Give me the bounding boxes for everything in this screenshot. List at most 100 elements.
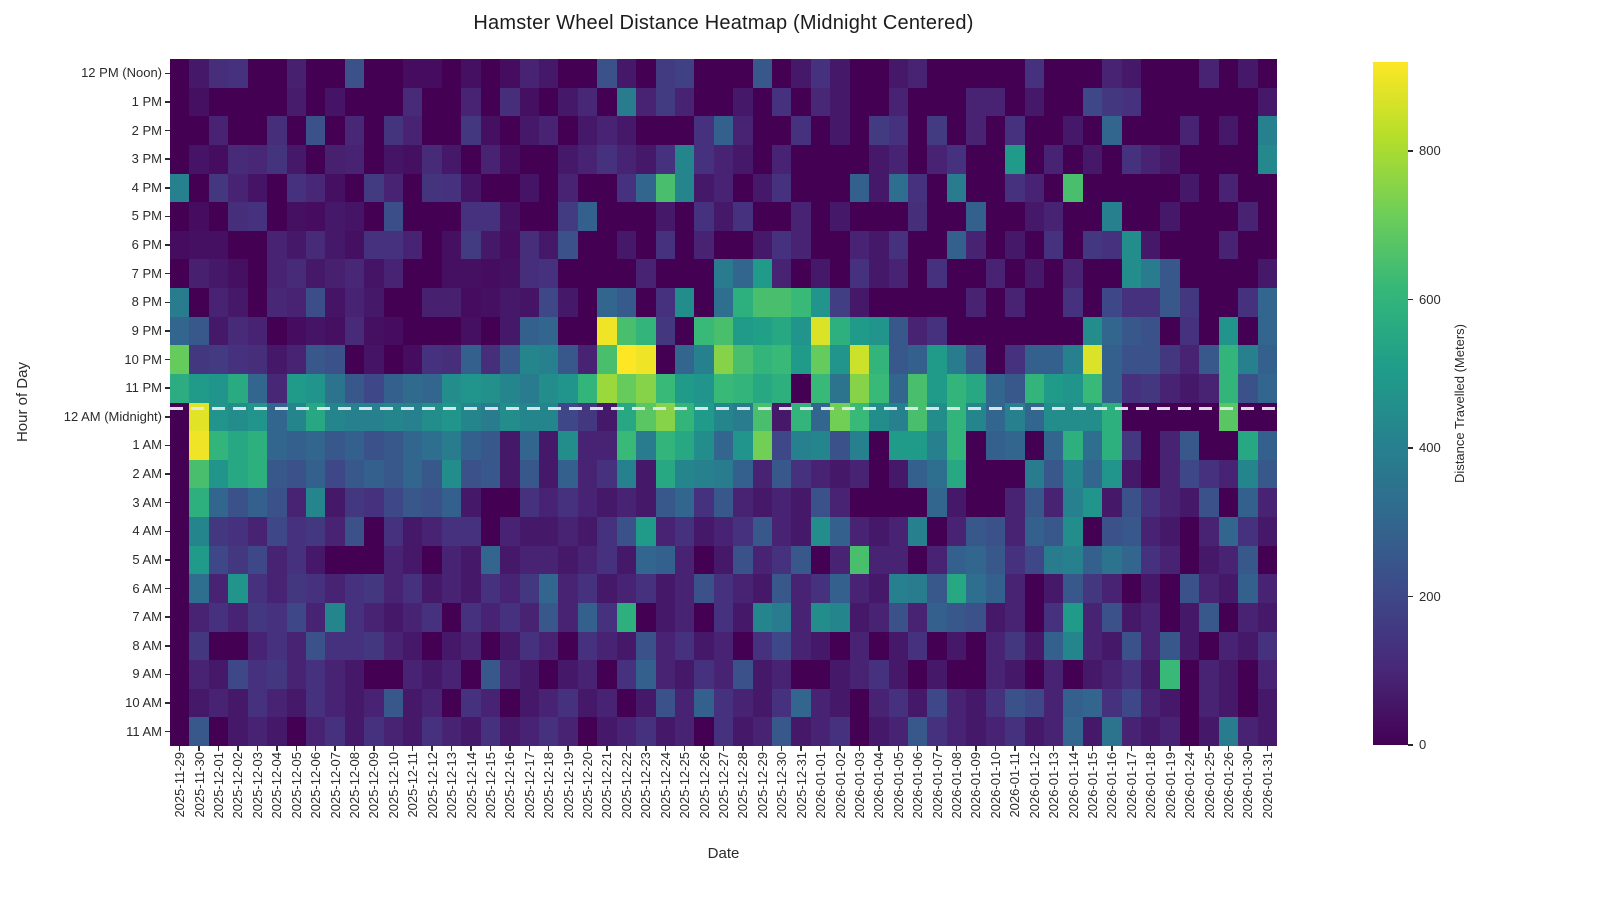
heatmap-cell [772,660,792,689]
heatmap-cell [364,517,384,546]
heatmap-cell [1257,717,1277,746]
x-tick-label: 2026-01-09 [968,752,984,819]
heatmap-cell [597,545,617,575]
heatmap-cell [500,402,520,432]
heatmap-cell [208,173,229,203]
heatmap-cell [519,373,539,403]
heatmap-cell [267,144,287,174]
heatmap-cell [1063,574,1083,603]
heatmap-cell [1005,660,1025,689]
x-tick-label: 2026-01-14 [1065,752,1081,819]
heatmap-cell [519,59,539,88]
x-tick-label: 2025-12-18 [541,752,557,819]
heatmap-cell [325,660,345,689]
heatmap-cell [888,316,908,346]
heatmap-cell [1141,431,1161,460]
heatmap-cell [1102,230,1122,260]
heatmap-cell [830,316,850,346]
heatmap-cell [519,574,539,603]
heatmap-cell [1024,259,1044,288]
heatmap-cell [1238,59,1258,88]
heatmap-cell [344,316,365,346]
heatmap-cell [1179,431,1200,460]
heatmap-cell [577,144,598,174]
x-tick-mark [548,746,550,751]
heatmap-cell [946,517,967,546]
heatmap-cell [966,688,986,718]
heatmap-cell [1024,402,1044,432]
x-tick-mark [858,746,861,751]
y-tick-label: 6 PM [131,237,162,253]
heatmap-cell [422,545,442,575]
heatmap-cell [403,402,423,432]
heatmap-cell [772,402,792,432]
heatmap-cell [1082,517,1103,546]
heatmap-cell [946,59,967,88]
heatmap-cell [539,431,559,460]
heatmap-cell [1238,517,1258,546]
x-tick-mark [431,746,433,751]
heatmap-cell [1043,259,1064,288]
heatmap-cell [1121,631,1142,661]
heatmap-cell [558,373,578,403]
heatmap-cell [461,116,481,145]
heatmap-cell [383,688,404,718]
heatmap-cell [403,173,423,203]
heatmap-cell [733,259,753,288]
heatmap-cell [441,574,462,603]
heatmap-cell [752,202,773,231]
heatmap-cell [1257,631,1277,661]
heatmap-cell [1005,488,1025,517]
heatmap-cell [247,574,268,603]
heatmap-cell [752,402,773,432]
y-tick-label: 9 AM [132,666,162,682]
heatmap-cell [1179,545,1200,575]
heatmap-cell [674,59,695,88]
x-tick-mark [917,746,919,751]
heatmap-cell [539,173,559,203]
y-tick-mark [165,215,170,218]
heatmap-cell [694,517,714,546]
heatmap-cell [946,488,967,517]
heatmap-cell [500,373,520,403]
heatmap-cell [772,545,792,575]
heatmap-cell [927,517,947,546]
heatmap-cell [1063,202,1083,231]
heatmap-cell [344,660,365,689]
heatmap-cell [655,517,675,546]
heatmap-cell [655,574,675,603]
heatmap-cell [752,459,773,489]
heatmap-cell [1082,259,1103,288]
heatmap-cell [189,688,209,718]
heatmap-cell [1141,660,1161,689]
heatmap-cell [1024,87,1044,117]
heatmap-cell [733,144,753,174]
heatmap-cell [519,173,539,203]
heatmap-cell [422,574,442,603]
heatmap-cell [1043,688,1064,718]
heatmap-cell [830,59,850,88]
heatmap-cell [500,116,520,145]
heatmap-cell [946,602,967,632]
heatmap-cell [791,688,811,718]
heatmap-cell [616,345,637,374]
heatmap-cell [189,345,209,374]
heatmap-cell [752,173,773,203]
heatmap-cell [344,459,365,489]
heatmap-cell [1024,631,1044,661]
heatmap-cell [1005,431,1025,460]
heatmap-cell [364,373,384,403]
heatmap-cell [305,173,326,203]
heatmap-cell [208,431,229,460]
heatmap-cell [267,116,287,145]
heatmap-cell [616,144,637,174]
heatmap-cell [966,459,986,489]
heatmap-cell [519,431,539,460]
heatmap-cell [1005,602,1025,632]
heatmap-cell [286,688,306,718]
heatmap-cell [1141,259,1161,288]
heatmap-cell [267,717,287,746]
heatmap-cell [849,259,870,288]
heatmap-cell [383,545,404,575]
heatmap-cell [480,116,501,145]
